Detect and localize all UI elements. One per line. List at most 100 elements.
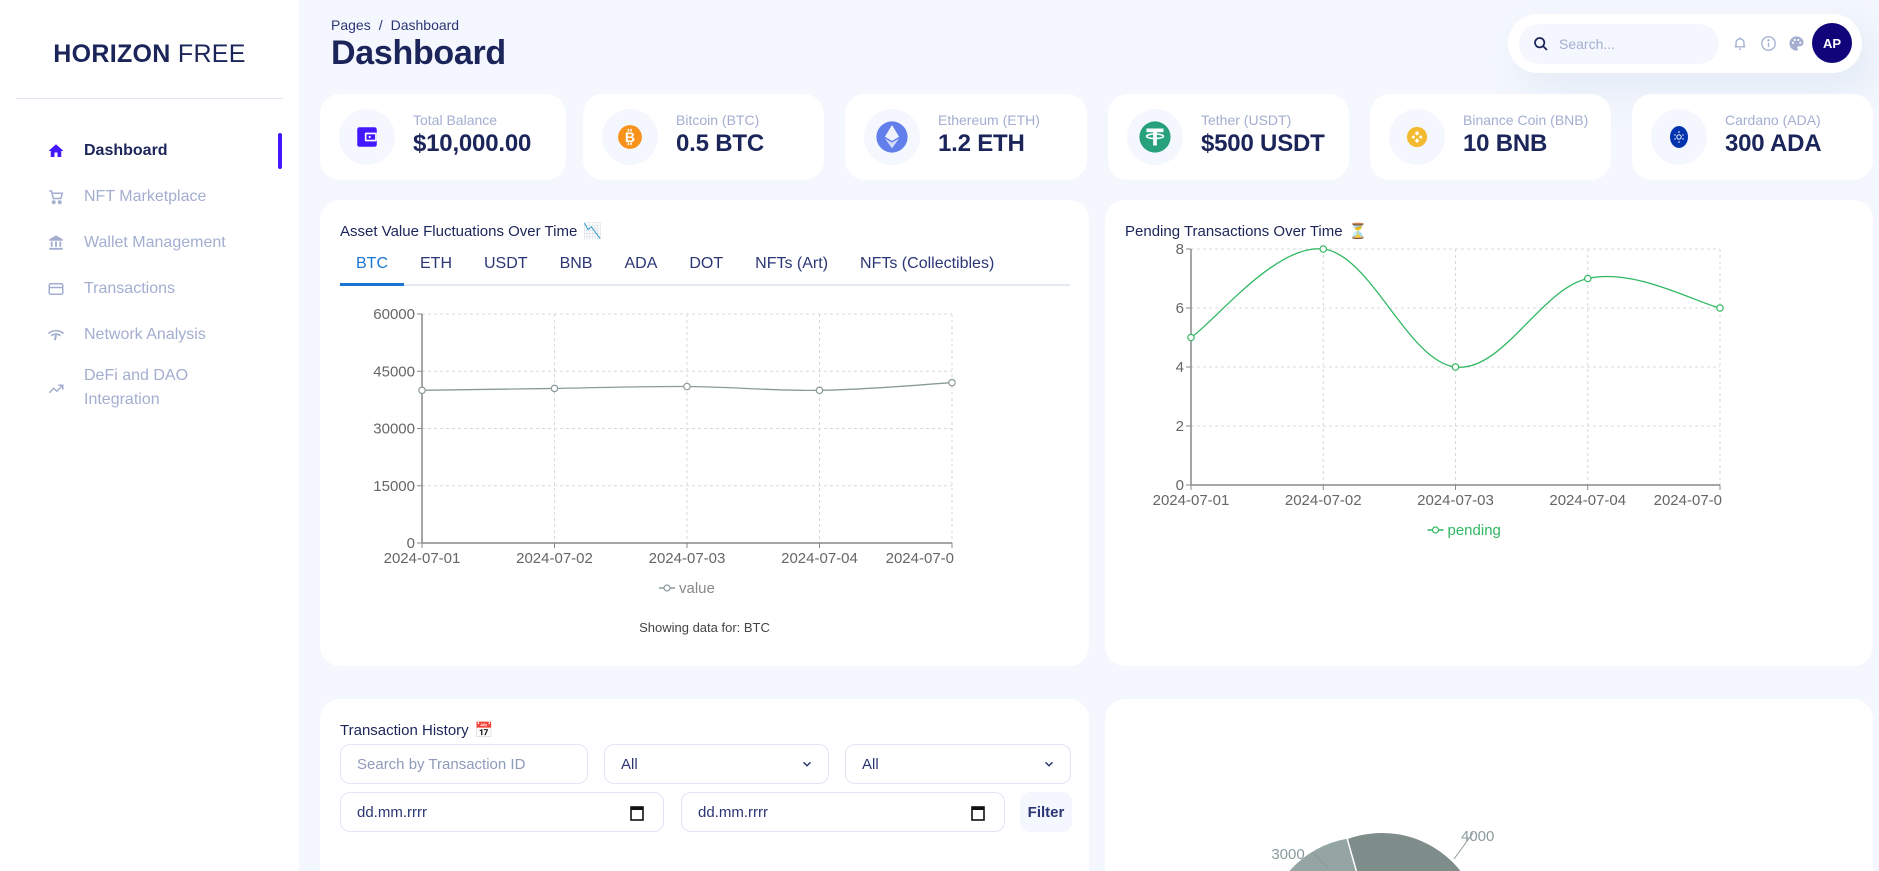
pending-transactions-panel: Pending Transactions Over Time ⏳ 0 2 4 6 8 20… — [1105, 200, 1873, 666]
tab-btc[interactable]: BTC — [340, 244, 404, 286]
calendar-icon[interactable] — [629, 804, 645, 822]
stat-card-cardano: Cardano (ADA) 300 ADA — [1632, 94, 1873, 180]
stat-card-tether: Tether (USDT) $500 USDT — [1108, 94, 1349, 180]
svg-text:4000: 4000 — [1461, 828, 1494, 845]
tab-ada[interactable]: ADA — [624, 255, 658, 272]
stat-label: Binance Coin (BNB) — [1463, 112, 1589, 128]
sidebar-item-label: Wallet Management — [84, 234, 226, 251]
svg-text:4: 4 — [1176, 359, 1184, 376]
tab-dot[interactable]: DOT — [689, 255, 724, 272]
tab-bnb[interactable]: BNB — [559, 255, 593, 272]
sidebar-item-wallet-management[interactable]: Wallet Management — [0, 223, 299, 263]
tether-icon — [1127, 109, 1183, 165]
stat-card-bitcoin: B Bitcoin (BTC) 0.5 BTC — [583, 94, 824, 180]
svg-text:0: 0 — [407, 535, 415, 552]
breadcrumb-current[interactable]: Dashboard — [390, 17, 460, 33]
type-select[interactable]: All — [604, 744, 829, 784]
credit-card-icon — [46, 279, 66, 299]
tab-usdt[interactable]: USDT — [484, 255, 528, 272]
stat-card-total-balance: Total Balance $10,000.00 — [320, 94, 566, 180]
stat-value: 1.2 ETH — [938, 130, 1025, 157]
pie-chart-panel: 4000 3000 — [1105, 699, 1873, 871]
svg-text:8: 8 — [1176, 241, 1184, 258]
asset-tabs: BTC ETH USDT BNB ADA DOT NFTs (Art) NFTs… — [340, 244, 1070, 286]
avatar[interactable]: AP — [1812, 23, 1852, 63]
hourglass-icon: ⏳ — [1348, 223, 1368, 240]
svg-text:B: B — [625, 129, 635, 145]
ethereum-icon — [864, 109, 920, 165]
date-from-field[interactable]: dd.mm.rrrr — [340, 792, 664, 832]
svg-text:2024-07-0: 2024-07-0 — [886, 550, 954, 567]
sidebar-item-transactions[interactable]: Transactions — [0, 269, 299, 309]
sidebar-item-label: NFT Marketplace — [84, 188, 207, 205]
info-icon[interactable] — [1758, 33, 1778, 53]
svg-text:2024-07-04: 2024-07-04 — [1549, 492, 1626, 509]
sidebar: HORIZON FREE Dashboard NFT Marketplace W… — [0, 0, 299, 871]
svg-text:6: 6 — [1176, 300, 1184, 317]
sidebar-item-network-analysis[interactable]: Network Analysis — [0, 315, 299, 355]
sidebar-item-label: Transactions — [84, 280, 175, 297]
wallet-icon — [339, 109, 395, 165]
stat-label: Ethereum (ETH) — [938, 112, 1040, 128]
sidebar-divider — [16, 98, 283, 99]
transaction-id-search[interactable] — [340, 744, 588, 784]
binance-icon — [1389, 109, 1445, 165]
sidebar-item-defi-dao[interactable]: DeFi and DAO Integration — [0, 364, 299, 414]
sidebar-item-label: Network Analysis — [84, 326, 206, 343]
breadcrumb-pages[interactable]: Pages — [331, 17, 371, 33]
stat-label: Tether (USDT) — [1201, 112, 1292, 128]
cardano-icon — [1651, 109, 1707, 165]
page-title: Dashboard — [331, 34, 506, 72]
svg-text:15000: 15000 — [373, 478, 415, 495]
svg-text:2024-07-02: 2024-07-02 — [516, 550, 593, 567]
stat-label: Bitcoin (BTC) — [676, 112, 760, 128]
showing-data-label: Showing data for: BTC — [639, 620, 770, 635]
svg-text:45000: 45000 — [373, 363, 415, 380]
svg-text:value: value — [679, 580, 715, 597]
network-icon — [46, 325, 66, 345]
pie-chart: 4000 3000 — [1271, 828, 1494, 871]
svg-text:2024-07-04: 2024-07-04 — [781, 550, 858, 567]
status-select[interactable]: All — [845, 744, 1071, 784]
date-to-field[interactable]: dd.mm.rrrr — [681, 792, 1005, 832]
calendar-icon[interactable] — [970, 804, 986, 822]
logo: HORIZON FREE — [0, 40, 299, 69]
svg-text:3000: 3000 — [1271, 846, 1304, 863]
logo-bold: HORIZON — [53, 40, 171, 68]
chevron-down-icon — [802, 761, 812, 767]
pending-line-chart: 0 2 4 6 8 2024-07-01 2024-07-02 2024-07-03 2024-… — [1153, 241, 1724, 539]
stat-value: 0.5 BTC — [676, 130, 764, 157]
filter-button[interactable]: Filter — [1020, 792, 1072, 832]
cart-icon — [46, 187, 66, 207]
sidebar-item-label: DeFi and DAO Integration — [84, 367, 189, 408]
bell-icon[interactable] — [1730, 33, 1750, 53]
panel-title: Pending Transactions Over Time ⏳ — [1125, 222, 1368, 241]
tab-eth[interactable]: ETH — [420, 255, 452, 272]
svg-text:2: 2 — [1176, 418, 1184, 435]
svg-text:60000: 60000 — [373, 306, 415, 323]
chart-down-icon: 📉 — [583, 223, 603, 240]
active-indicator — [278, 133, 282, 169]
search-icon — [1531, 34, 1551, 54]
stat-card-ethereum: Ethereum (ETH) 1.2 ETH — [845, 94, 1087, 180]
stat-value: 300 ADA — [1725, 130, 1822, 157]
search-input[interactable] — [1559, 36, 1709, 52]
svg-text:2024-07-0: 2024-07-0 — [1654, 492, 1722, 509]
sidebar-item-nft-marketplace[interactable]: NFT Marketplace — [0, 177, 299, 217]
tab-nfts-collectibles[interactable]: NFTs (Collectibles) — [860, 255, 995, 272]
transaction-id-input[interactable] — [357, 755, 587, 773]
sidebar-item-label: Dashboard — [84, 142, 168, 159]
svg-text:pending: pending — [1448, 522, 1501, 539]
svg-text:0: 0 — [1176, 477, 1184, 494]
svg-text:2024-07-03: 2024-07-03 — [649, 550, 726, 567]
logo-light: FREE — [177, 40, 246, 68]
search-bar[interactable] — [1519, 24, 1719, 64]
stat-card-binance: Binance Coin (BNB) 10 BNB — [1370, 94, 1611, 180]
tab-nfts-art[interactable]: NFTs (Art) — [755, 255, 829, 272]
trending-up-icon — [46, 379, 66, 399]
palette-icon[interactable] — [1786, 33, 1806, 53]
stat-value: $10,000.00 — [413, 130, 532, 157]
sidebar-item-dashboard[interactable]: Dashboard — [0, 131, 299, 171]
calendar-icon: 📅 — [474, 722, 494, 739]
chevron-down-icon — [1044, 761, 1054, 767]
